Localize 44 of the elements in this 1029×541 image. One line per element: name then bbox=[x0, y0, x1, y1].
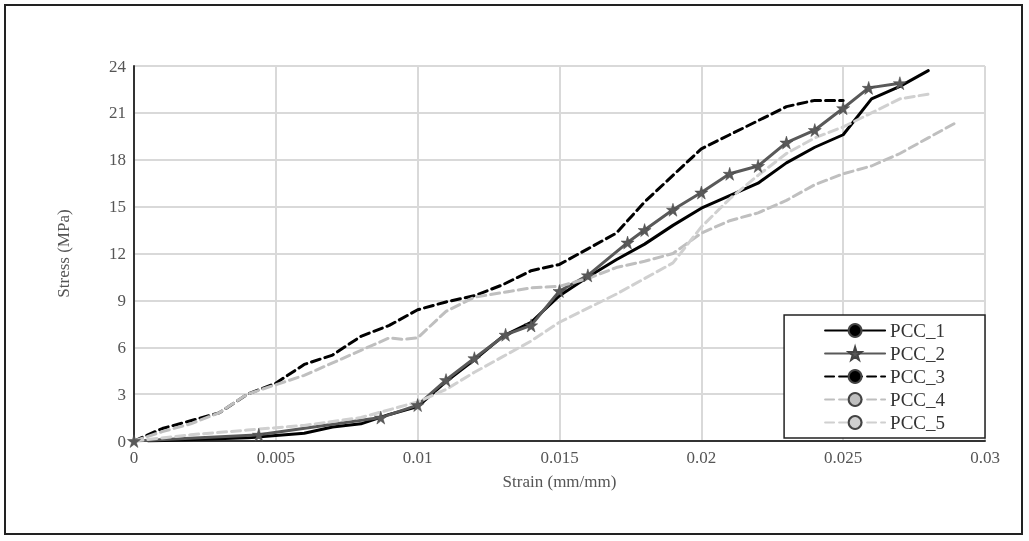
point bbox=[861, 81, 876, 95]
point bbox=[524, 318, 538, 333]
point bbox=[581, 268, 595, 283]
point bbox=[779, 135, 794, 150]
y-tick-label: 24 bbox=[109, 56, 127, 76]
point bbox=[498, 328, 513, 342]
y-tick-label: 6 bbox=[117, 337, 126, 357]
x-tick-label: 0.03 bbox=[970, 448, 1000, 467]
legend-label: PCC_2 bbox=[890, 343, 946, 364]
point bbox=[751, 159, 765, 173]
point bbox=[694, 185, 709, 200]
point bbox=[439, 373, 453, 387]
y-tick-label: 15 bbox=[109, 197, 126, 217]
x-tick-label: 0.025 bbox=[824, 448, 863, 467]
point bbox=[374, 410, 388, 425]
point bbox=[637, 223, 652, 237]
x-tick-label: 0.01 bbox=[402, 448, 433, 467]
point bbox=[467, 351, 482, 365]
x-tick-label: 0 bbox=[129, 448, 139, 467]
y-tick-label: 18 bbox=[109, 150, 126, 170]
legend-label: PCC_5 bbox=[890, 412, 946, 433]
y-tick-label: 3 bbox=[117, 384, 126, 404]
legend-label: PCC_4 bbox=[890, 389, 946, 410]
point bbox=[666, 203, 680, 217]
y-tick-label: 12 bbox=[109, 244, 126, 263]
y-tick-label: 21 bbox=[109, 103, 126, 123]
point bbox=[552, 284, 567, 298]
point bbox=[808, 123, 822, 137]
y-axis-title: Stress (MPa) bbox=[54, 209, 73, 298]
x-tick-label: 0.005 bbox=[256, 448, 295, 467]
y-tick-label: 0 bbox=[117, 431, 126, 451]
x-axis-title: Strain (mm/mm) bbox=[502, 472, 617, 491]
point bbox=[836, 101, 850, 115]
point bbox=[252, 428, 266, 442]
point bbox=[410, 398, 425, 412]
point bbox=[620, 235, 635, 250]
point bbox=[722, 167, 737, 181]
legend-label: PCC_3 bbox=[890, 366, 946, 387]
x-tick-label: 0.02 bbox=[686, 448, 717, 467]
point bbox=[893, 76, 907, 90]
point bbox=[127, 434, 141, 448]
legend-label: PCC_1 bbox=[890, 320, 946, 341]
x-tick-label: 0.015 bbox=[540, 448, 579, 467]
y-tick-label: 9 bbox=[117, 290, 126, 310]
